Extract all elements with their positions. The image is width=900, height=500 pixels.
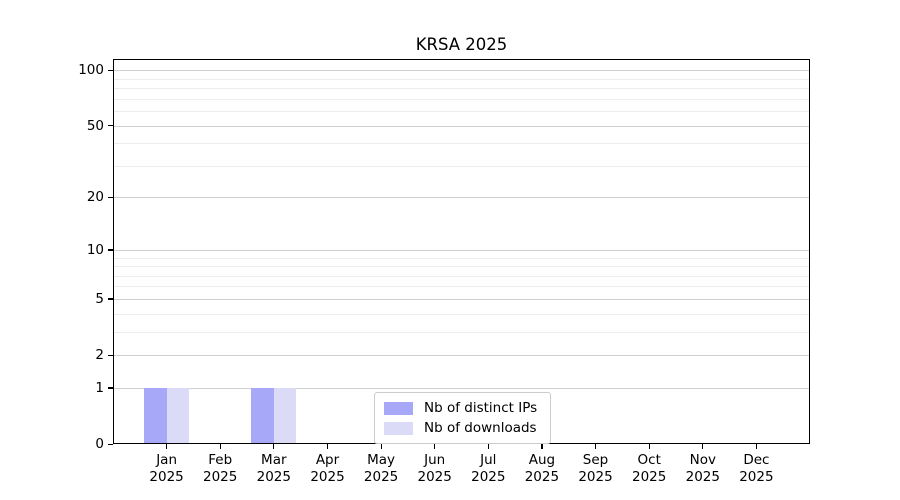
x-tick-month: Aug [528, 452, 556, 468]
x-tick-mark [219, 444, 221, 449]
grid-minor-line [113, 257, 810, 259]
grid-minor-line [113, 266, 810, 267]
x-tick-month: Jun [424, 452, 446, 468]
x-tick-year: 2025 [685, 469, 720, 485]
x-tick-year: 2025 [632, 469, 667, 485]
x-tick-year: 2025 [310, 469, 345, 485]
plot-area [113, 59, 810, 444]
grid-major-line [113, 298, 810, 300]
bar-distinct-ips [144, 387, 167, 444]
x-tick-year: 2025 [203, 469, 238, 485]
x-tick-month: Dec [743, 452, 770, 468]
y-tick-label: 2 [95, 347, 104, 363]
x-tick-year: 2025 [739, 469, 774, 485]
y-tick-mark [108, 298, 113, 300]
x-tick-month: Sep [582, 452, 609, 468]
grid-major-line [113, 70, 810, 72]
x-tick-label: Aug 2025 [510, 452, 574, 486]
x-tick-label: Feb 2025 [188, 452, 252, 486]
y-tick-label: 50 [86, 117, 104, 134]
y-tick-mark [108, 443, 113, 445]
x-tick-label: May 2025 [349, 452, 413, 486]
x-tick-mark [166, 444, 168, 449]
y-tick-mark [108, 196, 113, 199]
grid-major-line [113, 125, 810, 127]
x-tick-month: Apr [315, 452, 340, 468]
x-tick-label: Apr 2025 [296, 452, 360, 486]
grid-minor-line [113, 98, 810, 100]
x-tick-label: Jan 2025 [135, 452, 199, 486]
grid-minor-line [113, 143, 810, 145]
grid-minor-line [113, 78, 810, 80]
x-tick-month: Jul [480, 452, 497, 468]
legend-swatch [384, 421, 413, 435]
legend-swatch [384, 401, 413, 415]
legend-label: Nb of downloads [424, 420, 537, 436]
x-tick-label: Jul 2025 [456, 452, 520, 486]
x-tick-label: Sep 2025 [564, 452, 628, 486]
grid-major-line [113, 197, 810, 199]
x-tick-year: 2025 [578, 469, 613, 485]
x-tick-mark [434, 444, 436, 449]
x-tick-month: Mar [261, 452, 287, 468]
x-tick-label: Jun 2025 [403, 452, 467, 486]
legend-label: Nb of distinct IPs [424, 400, 538, 416]
grid-minor-line [113, 88, 810, 90]
legend-item: Nb of downloads [384, 418, 537, 438]
x-tick-mark [380, 444, 382, 449]
y-tick-mark [108, 125, 113, 127]
x-tick-month: May [367, 452, 396, 468]
x-tick-mark [755, 444, 758, 449]
bar-downloads [166, 387, 190, 444]
x-tick-month: Feb [208, 452, 233, 468]
x-tick-year: 2025 [256, 469, 291, 485]
x-tick-mark [648, 444, 650, 449]
chart-title: KRSA 2025 [415, 35, 508, 54]
bar-downloads [273, 387, 297, 444]
grid-minor-line [113, 286, 810, 288]
grid-minor-line [113, 165, 810, 167]
y-tick-mark [108, 249, 113, 251]
y-tick-label: 5 [95, 290, 104, 307]
x-tick-month: Nov [689, 452, 716, 468]
x-tick-mark [702, 444, 704, 449]
x-tick-mark [273, 444, 275, 449]
x-tick-mark [541, 444, 543, 449]
legend: Nb of distinct IPs Nb of downloads [374, 392, 552, 444]
x-tick-year: 2025 [524, 469, 560, 485]
x-tick-label: Oct 2025 [617, 452, 681, 486]
grid-minor-line [113, 313, 810, 315]
x-tick-year: 2025 [363, 469, 399, 485]
x-tick-mark [326, 444, 329, 449]
grid-major-line [113, 387, 810, 389]
grid-minor-line [113, 111, 810, 113]
x-tick-month: Oct [637, 452, 661, 468]
y-tick-label: 0 [95, 436, 104, 452]
x-tick-mark [594, 444, 597, 449]
x-tick-year: 2025 [149, 469, 184, 485]
x-tick-year: 2025 [417, 469, 452, 485]
y-tick-label: 20 [86, 189, 104, 206]
y-tick-mark [108, 69, 113, 71]
y-tick-label: 10 [86, 241, 104, 258]
grid-major-line [113, 249, 810, 251]
legend-item: Nb of distinct IPs [384, 398, 537, 418]
x-tick-label: Mar 2025 [242, 452, 306, 486]
grid-major-line [113, 355, 810, 356]
y-tick-label: 1 [95, 379, 104, 396]
x-tick-mark [487, 444, 489, 449]
x-tick-label: Dec 2025 [724, 452, 788, 486]
y-tick-mark [108, 354, 113, 356]
x-tick-month: Jan [156, 452, 177, 468]
x-tick-year: 2025 [471, 469, 506, 485]
bar-distinct-ips [251, 387, 274, 444]
y-tick-label: 100 [78, 62, 104, 79]
x-tick-label: Nov 2025 [671, 452, 735, 486]
grid-minor-line [113, 331, 810, 333]
grid-minor-line [113, 275, 810, 277]
y-tick-mark [108, 387, 113, 389]
